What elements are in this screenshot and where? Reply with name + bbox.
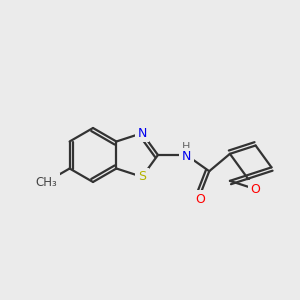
- Text: O: O: [195, 193, 205, 206]
- Text: CH₃: CH₃: [35, 176, 57, 188]
- Text: H: H: [182, 142, 190, 152]
- Text: O: O: [251, 183, 260, 196]
- Text: S: S: [138, 170, 146, 183]
- Text: N: N: [137, 127, 147, 140]
- Text: N: N: [182, 151, 191, 164]
